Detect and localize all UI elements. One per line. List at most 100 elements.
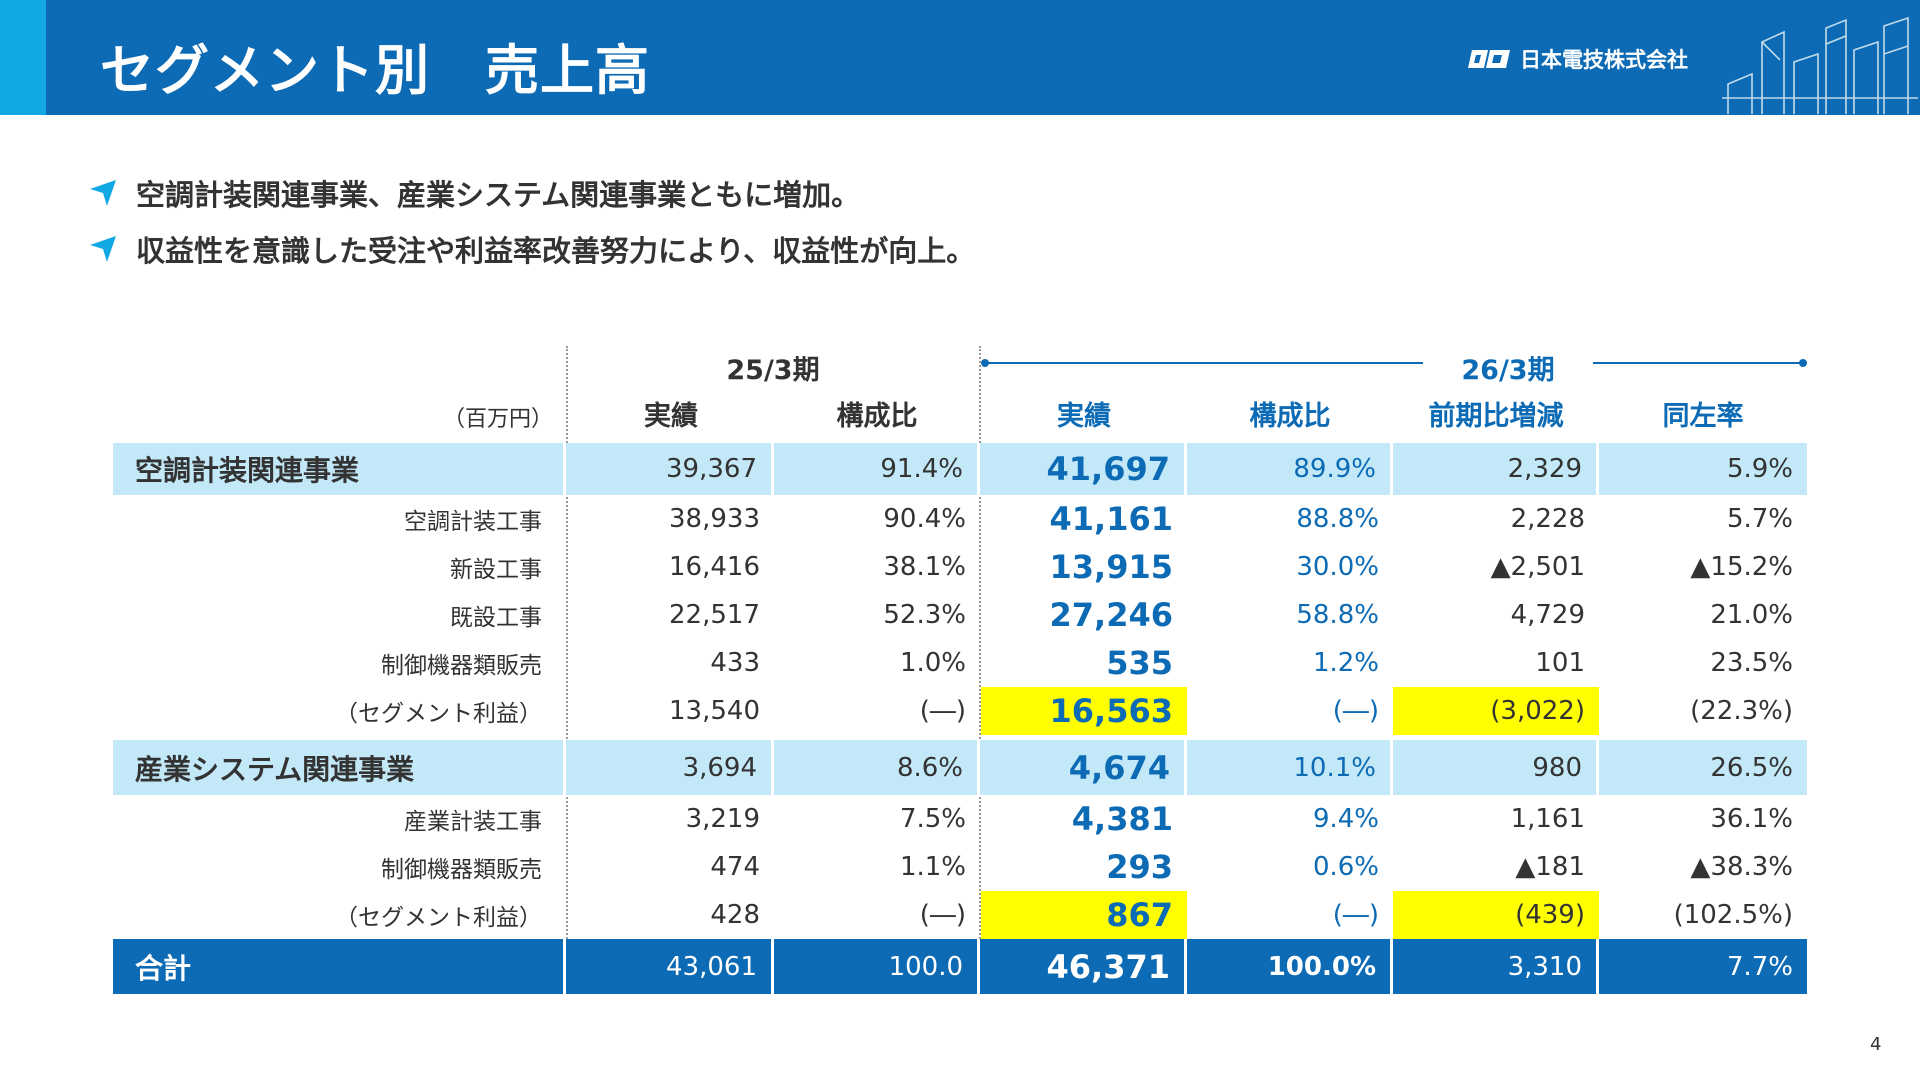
cell-prev: 428	[710, 900, 760, 930]
cell-prev-ratio: 100.0	[774, 939, 980, 994]
cell-diff: 1,161	[1510, 804, 1585, 834]
cell-prev-ratio: 1.0%	[899, 648, 966, 678]
cell-cur-ratio: 10.1%	[1187, 740, 1393, 795]
cell-rate: 5.7%	[1726, 504, 1793, 534]
cell-cur: 867	[981, 891, 1187, 939]
table-row: 既設工事 22,517 52.3% 27,246 58.8% 4,729 21.0%	[113, 591, 1807, 639]
company-logo: 日本電技株式会社	[1468, 44, 1688, 74]
table-row: （セグメント利益） 428 (―) 867 (―) (439) (102.5%)	[113, 891, 1807, 939]
cell-cur-ratio: 89.9%	[1187, 443, 1393, 495]
table-row: 制御機器類販売 474 1.1% 293 0.6% ▲181 ▲38.3%	[113, 843, 1807, 891]
cell-prev-ratio: 91.4%	[774, 443, 980, 495]
cell-rate: ▲15.2%	[1690, 552, 1793, 582]
table-row: 産業計装工事 3,219 7.5% 4,381 9.4% 1,161 36.1%	[113, 795, 1807, 843]
bullet-arrow-icon	[90, 180, 116, 206]
cell-cur: 41,697	[981, 443, 1187, 495]
bullet-arrow-icon	[90, 236, 116, 262]
total-row: 合計 43,061 100.0 46,371 100.0% 3,310 7.7%	[113, 939, 1807, 994]
cell-cur-ratio: (―)	[1332, 900, 1379, 930]
cell-rate: 7.7%	[1726, 951, 1793, 982]
cell-label: 産業システム関連事業	[113, 740, 566, 795]
cell-cur-ratio: 0.6%	[1312, 852, 1379, 882]
cell-rate: 21.0%	[1710, 600, 1793, 630]
period-cur-heading: 26/3期	[1461, 355, 1555, 386]
cell-diff: 3,310	[1393, 939, 1599, 994]
col-header-diff: 前期比増減	[1428, 401, 1564, 432]
cell-rate: 36.1%	[1710, 804, 1793, 834]
cell-label: 合計	[113, 939, 566, 994]
cell-rate: 23.5%	[1710, 648, 1793, 678]
table-row: 空調計装工事 38,933 90.4% 41,161 88.8% 2,228 5.7%	[113, 495, 1807, 543]
segment-sales-table: 25/3期 26/3期 （百万円） 実績 構成比 実績 構成比 前期比増減 同左…	[113, 340, 1807, 1000]
title-bar: セグメント別 売上高 日本電技株式会社	[0, 0, 1920, 115]
cell-label: 空調計装工事	[404, 509, 542, 535]
column-divider	[566, 346, 568, 994]
table-row: 制御機器類販売 433 1.0% 535 1.2% 101 23.5%	[113, 639, 1807, 687]
cell-diff: ▲181	[1515, 852, 1585, 882]
cell-rate: (102.5%)	[1673, 900, 1793, 930]
table-row: 新設工事 16,416 38.1% 13,915 30.0% ▲2,501 ▲15.2%	[113, 543, 1807, 591]
cell-rate: (22.3%)	[1690, 696, 1793, 726]
cell-cur: 4,381	[1071, 800, 1173, 838]
cell-cur-ratio: 100.0%	[1187, 939, 1393, 994]
cell-prev: 16,416	[669, 552, 760, 582]
cell-cur: 27,246	[1049, 596, 1173, 634]
cell-prev: 38,933	[669, 504, 760, 534]
cell-rate: ▲38.3%	[1690, 852, 1793, 882]
cell-cur-ratio: 30.0%	[1296, 552, 1379, 582]
cell-prev-ratio: (―)	[919, 900, 966, 930]
company-logo-icon	[1468, 50, 1510, 68]
cell-diff: (3,022)	[1393, 687, 1599, 735]
cell-diff: 4,729	[1510, 600, 1585, 630]
cell-cur-ratio: 1.2%	[1312, 648, 1379, 678]
page-number: 4	[1870, 1034, 1882, 1055]
period-line-right	[1593, 362, 1801, 364]
cell-diff: 101	[1535, 648, 1585, 678]
segment-row: 空調計装関連事業 39,367 91.4% 41,697 89.9% 2,329 5.9%	[113, 443, 1807, 495]
cell-prev: 3,694	[568, 740, 774, 795]
cell-label: （セグメント利益）	[335, 905, 542, 931]
cell-cur: 293	[1106, 848, 1173, 886]
cell-prev-ratio: 7.5%	[899, 804, 966, 834]
col-header-cur-actual: 実績	[1057, 401, 1111, 432]
cell-label: 制御機器類販売	[381, 653, 542, 679]
period-line-left	[985, 362, 1423, 364]
company-name: 日本電技株式会社	[1520, 48, 1688, 72]
cell-prev: 39,367	[568, 443, 774, 495]
cell-label: 産業計装工事	[404, 809, 542, 835]
cell-diff: 2,329	[1393, 443, 1599, 495]
cell-cur-ratio: 88.8%	[1296, 504, 1379, 534]
col-header-cur-ratio: 構成比	[1249, 401, 1331, 432]
cell-diff: ▲2,501	[1490, 552, 1585, 582]
col-header-prev-ratio: 構成比	[836, 401, 918, 432]
cell-label: 既設工事	[450, 605, 542, 631]
cell-cur: 535	[1106, 644, 1173, 682]
page-title: セグメント別 売上高	[100, 39, 650, 102]
cell-prev: 43,061	[568, 939, 774, 994]
cell-cur-ratio: 58.8%	[1296, 600, 1379, 630]
cell-prev: 474	[710, 852, 760, 882]
bullet-text: 収益性を意識した受注や利益率改善努力により、収益性が向上。	[136, 234, 976, 268]
cell-label: 空調計装関連事業	[113, 443, 566, 495]
cell-prev-ratio: 52.3%	[883, 600, 966, 630]
cell-prev-ratio: 1.1%	[899, 852, 966, 882]
cell-rate: 26.5%	[1710, 752, 1793, 783]
cell-diff: 980	[1393, 740, 1599, 795]
cell-cur: 4,674	[981, 740, 1187, 795]
col-header-rate: 同左率	[1662, 401, 1744, 432]
cell-diff: (439)	[1393, 891, 1599, 939]
period-line-dot	[1799, 359, 1807, 367]
cell-prev-ratio: (―)	[919, 696, 966, 726]
cell-label: 制御機器類販売	[381, 857, 542, 883]
cell-cur: 46,371	[981, 939, 1187, 994]
cell-prev-ratio: 8.6%	[774, 740, 980, 795]
bullet-text: 空調計装関連事業、産業システム関連事業ともに増加。	[136, 178, 861, 212]
cell-label: 新設工事	[450, 557, 542, 583]
cell-prev: 22,517	[669, 600, 760, 630]
cell-prev-ratio: 38.1%	[883, 552, 966, 582]
cell-prev-ratio: 90.4%	[883, 504, 966, 534]
bullet-item: 収益性を意識した受注や利益率改善努力により、収益性が向上。	[90, 221, 975, 277]
cell-cur-ratio: 9.4%	[1312, 804, 1379, 834]
bullet-list: 空調計装関連事業、産業システム関連事業ともに増加。 収益性を意識した受注や利益率…	[90, 165, 975, 277]
col-header-prev-actual: 実績	[644, 401, 698, 432]
